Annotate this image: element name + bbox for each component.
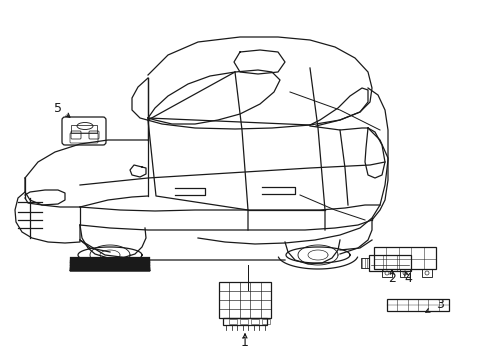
Bar [223,318,266,325]
Bar [399,269,409,277]
Bar [250,319,259,324]
Bar [240,319,247,324]
Text: 4: 4 [403,271,411,284]
Bar [71,125,97,133]
Bar [368,255,410,271]
Bar [386,299,448,311]
Bar [262,319,269,324]
Bar [228,319,237,324]
Bar [421,269,431,277]
Bar [381,269,391,277]
Text: 2: 2 [387,271,395,284]
Bar [373,247,435,269]
Bar [360,258,368,268]
Bar [219,282,270,318]
Text: 1: 1 [241,336,248,348]
Text: 5: 5 [54,102,62,114]
Text: 3: 3 [435,298,443,311]
